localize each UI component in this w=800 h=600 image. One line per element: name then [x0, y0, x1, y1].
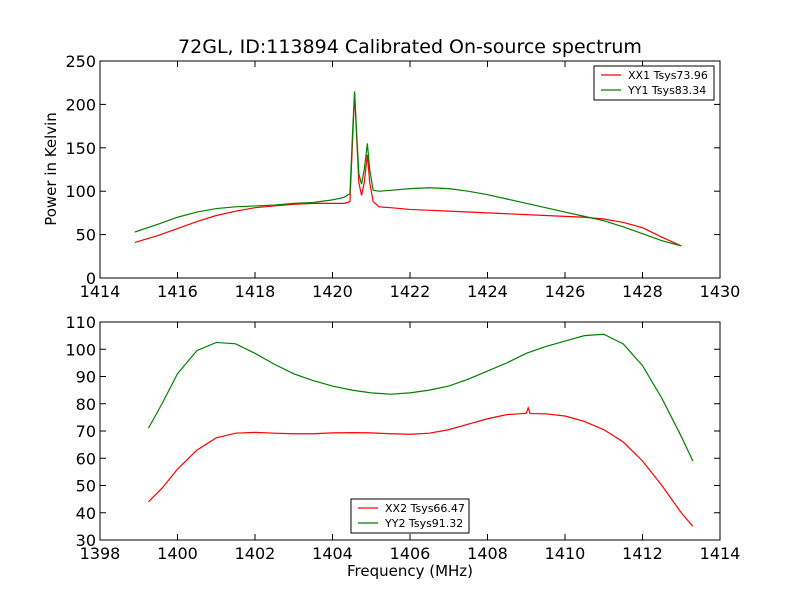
y-tick-label: 150 [65, 139, 96, 158]
series-line-top-2 [134, 91, 682, 247]
series-line-bottom-2 [147, 333, 694, 462]
y-tick-label: 250 [65, 52, 96, 71]
legend: XX1 Tsys73.96 YY1 Tsys83.34 [593, 65, 715, 101]
y-tick-label: 40 [76, 504, 96, 523]
y-tick-label: 60 [76, 449, 96, 468]
legend-box [350, 498, 470, 534]
legend-box [593, 65, 715, 101]
legend-entry: YY2 Tsys91.32 [384, 517, 463, 530]
x-tick-label: 1398 [80, 544, 121, 563]
x-tick-label: 1428 [622, 282, 663, 301]
x-tick-label: 1414 [700, 544, 741, 563]
x-tick-label: 1422 [390, 282, 431, 301]
x-tick-label: 1402 [235, 544, 276, 563]
x-tick-label: 1430 [700, 282, 741, 301]
bottom-x-axis-label: Frequency (MHz) [347, 562, 473, 580]
y-tick-label: 90 [76, 368, 96, 387]
y-tick-label: 80 [76, 395, 96, 414]
legend-entry: XX2 Tsys66.47 [385, 502, 465, 515]
x-tick-label: 1426 [545, 282, 586, 301]
y-tick-label: 30 [76, 531, 96, 550]
top-panel: Power in Kelvin 1414 1416 1418 1420 1422 1424… [42, 52, 740, 301]
y-tick-label: 200 [65, 95, 96, 114]
y-tick-label: 70 [76, 422, 96, 441]
chart-title: 72GL, ID:113894 Calibrated On-source spe… [178, 36, 642, 58]
y-tick-label: 100 [65, 182, 96, 201]
y-tick-label: 110 [65, 313, 96, 332]
y-tick-label: 50 [76, 477, 96, 496]
bottom-panel: Frequency (MHz) 1398 1400 1402 1404 1406 1408… [65, 313, 740, 580]
x-tick-label: 1410 [545, 544, 586, 563]
x-tick-label: 1418 [235, 282, 276, 301]
legend: XX2 Tsys66.47 YY2 Tsys91.32 [350, 498, 470, 534]
x-tick-label: 1412 [622, 544, 663, 563]
y-tick-label: 50 [76, 226, 96, 245]
x-tick-label: 1414 [80, 282, 121, 301]
x-tick-label: 1416 [157, 282, 198, 301]
top-y-axis-label: Power in Kelvin [42, 112, 60, 226]
legend-entry: YY1 Tsys83.34 [627, 84, 706, 97]
series-line-top-1 [134, 93, 682, 247]
x-tick-label: 1408 [467, 544, 508, 563]
series-line-bottom-1 [148, 406, 694, 527]
x-tick-label: 1424 [467, 282, 508, 301]
x-tick-label: 1420 [312, 282, 353, 301]
y-tick-label: 0 [86, 269, 96, 288]
legend-entry: XX1 Tsys73.96 [628, 69, 708, 82]
x-tick-label: 1400 [157, 544, 198, 563]
x-tick-label: 1406 [390, 544, 431, 563]
x-tick-label: 1404 [312, 544, 353, 563]
y-tick-label: 100 [65, 340, 96, 359]
